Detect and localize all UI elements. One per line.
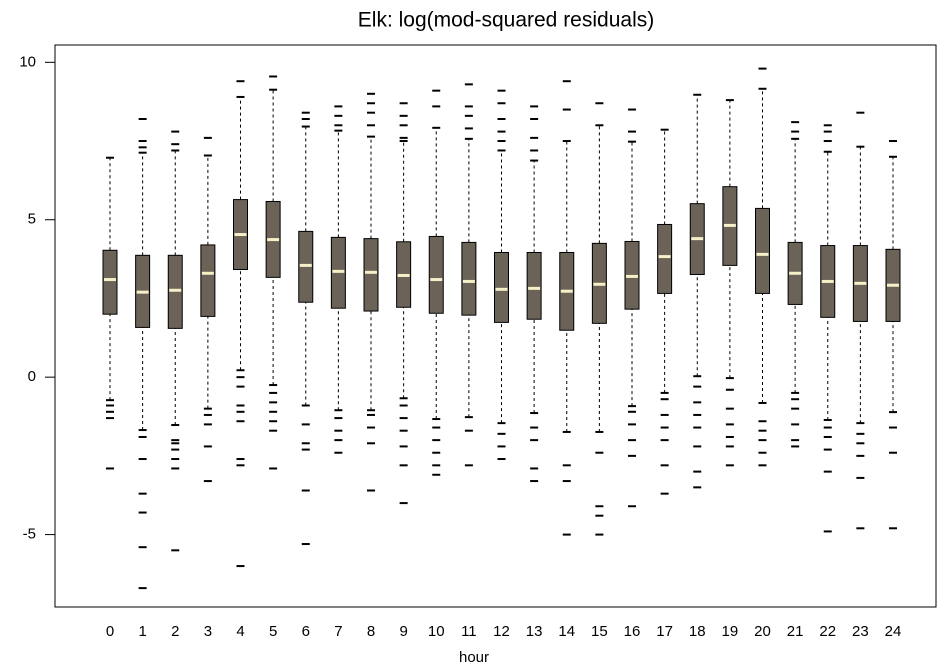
x-tick-label: 5 <box>269 623 277 640</box>
x-tick-label: 19 <box>722 623 739 640</box>
x-tick-label: 3 <box>204 623 212 640</box>
x-tick-label: 11 <box>461 623 477 640</box>
x-tick-label: 22 <box>819 623 836 640</box>
x-tick-label: 12 <box>493 623 510 640</box>
y-tick-label: 0 <box>28 368 36 385</box>
box <box>428 235 444 314</box>
x-tick-label: 15 <box>591 623 608 640</box>
plot-frame <box>54 44 937 608</box>
x-tick-label: 17 <box>656 623 673 640</box>
x-tick-label: 13 <box>526 623 543 640</box>
x-tick-label: 4 <box>236 623 244 640</box>
box <box>755 207 770 294</box>
box <box>200 244 216 317</box>
box <box>167 254 183 329</box>
x-tick-label: 24 <box>885 623 902 640</box>
box <box>526 251 542 320</box>
x-tick-label: 21 <box>787 623 804 640</box>
x-tick-label: 6 <box>302 623 310 640</box>
x-tick-label: 1 <box>138 623 146 640</box>
box <box>363 238 379 312</box>
x-tick-label: 18 <box>689 623 706 640</box>
x-axis-label: hour <box>459 649 489 666</box>
x-tick-label: 23 <box>852 623 869 640</box>
y-tick-label: 10 <box>19 53 36 70</box>
box <box>494 251 509 323</box>
x-tick-label: 20 <box>754 623 771 640</box>
chart-title: Elk: log(mod-squared residuals) <box>358 9 654 32</box>
x-tick-label: 10 <box>428 623 445 640</box>
x-tick-label: 0 <box>106 623 114 640</box>
y-tick-label: 5 <box>28 211 36 228</box>
x-tick-label: 8 <box>367 623 375 640</box>
x-tick-label: 2 <box>171 623 179 640</box>
x-tick-label: 16 <box>624 623 641 640</box>
box <box>657 223 673 294</box>
x-tick-label: 9 <box>399 623 407 640</box>
box <box>102 249 118 315</box>
y-tick-label: -5 <box>23 526 36 543</box>
x-tick-label: 7 <box>334 623 342 640</box>
x-tick-label: 14 <box>558 623 575 640</box>
box <box>461 241 477 316</box>
